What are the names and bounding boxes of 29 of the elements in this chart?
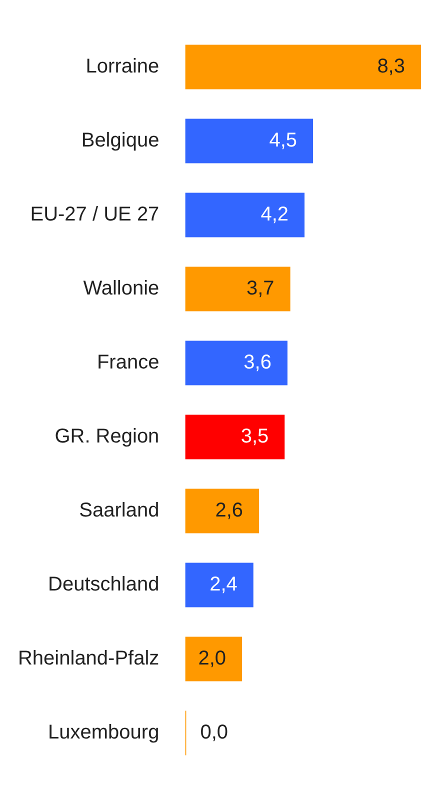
data-label: 4,5	[269, 130, 298, 152]
bar	[185, 488, 260, 534]
bar	[185, 562, 254, 608]
data-label: 3,5	[240, 426, 269, 448]
y-tick-label: France	[96, 352, 160, 374]
bar	[185, 118, 314, 164]
data-label: 0,0	[200, 722, 228, 744]
y-tick-label: Wallonie	[83, 278, 160, 300]
y-tick-label: Deutschland	[48, 574, 160, 596]
data-label: 3,7	[246, 278, 274, 300]
data-label: 2,6	[215, 500, 244, 522]
data-label: 2,4	[210, 574, 238, 596]
data-label: 4,2	[260, 204, 289, 226]
data-label: 8,3	[377, 56, 405, 78]
data-label: 3,6	[244, 352, 272, 374]
bar	[185, 636, 242, 682]
bar	[185, 44, 421, 90]
data-label: 2,0	[198, 648, 226, 670]
y-tick-label: Saarland	[79, 500, 160, 522]
y-tick-label: Belgique	[81, 130, 160, 152]
bar	[185, 414, 285, 460]
y-tick-label: EU-27 / UE 27	[30, 204, 160, 226]
bar	[185, 192, 305, 238]
bar	[185, 340, 288, 386]
y-tick-label: Lorraine	[86, 56, 160, 78]
y-tick-label: GR. Region	[54, 426, 160, 448]
bar	[185, 266, 290, 312]
y-tick-label: Rheinland-Pfalz	[18, 648, 160, 670]
y-tick-label: Luxembourg	[48, 722, 160, 744]
